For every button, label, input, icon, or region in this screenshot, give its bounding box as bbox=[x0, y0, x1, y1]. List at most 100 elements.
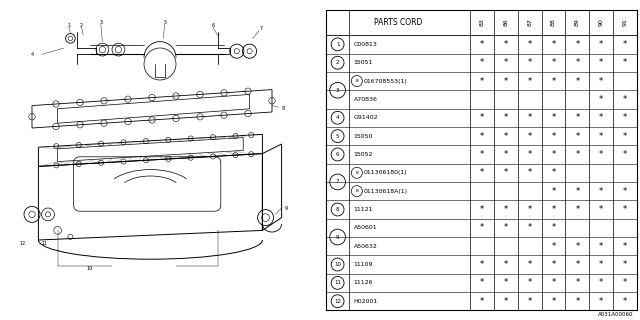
Text: 5: 5 bbox=[163, 20, 166, 25]
Text: *: * bbox=[623, 278, 627, 287]
Text: *: * bbox=[623, 260, 627, 269]
Text: *: * bbox=[599, 58, 604, 67]
Text: *: * bbox=[528, 260, 532, 269]
Text: 15052: 15052 bbox=[354, 152, 373, 157]
Text: *: * bbox=[552, 260, 556, 269]
Text: 11109: 11109 bbox=[354, 262, 373, 267]
Text: 5: 5 bbox=[336, 134, 339, 139]
Text: *: * bbox=[575, 278, 579, 287]
Text: *: * bbox=[528, 132, 532, 140]
Text: *: * bbox=[599, 76, 604, 85]
Text: 91: 91 bbox=[623, 19, 627, 26]
Text: *: * bbox=[599, 260, 604, 269]
Text: *: * bbox=[504, 132, 508, 140]
Text: *: * bbox=[552, 278, 556, 287]
Text: 83: 83 bbox=[480, 19, 484, 26]
Text: 88: 88 bbox=[551, 19, 556, 26]
Text: *: * bbox=[552, 113, 556, 122]
Text: *: * bbox=[480, 150, 484, 159]
Text: 4: 4 bbox=[31, 52, 33, 57]
Text: *: * bbox=[623, 297, 627, 306]
Text: *: * bbox=[504, 40, 508, 49]
Text: *: * bbox=[623, 58, 627, 67]
Text: *: * bbox=[575, 205, 579, 214]
Text: 15050: 15050 bbox=[354, 134, 373, 139]
Text: *: * bbox=[528, 58, 532, 67]
Text: *: * bbox=[480, 132, 484, 140]
Text: *: * bbox=[599, 187, 604, 196]
Text: 2: 2 bbox=[80, 23, 83, 28]
Text: B: B bbox=[355, 189, 358, 193]
Text: 12: 12 bbox=[19, 241, 26, 246]
Text: *: * bbox=[575, 297, 579, 306]
Text: *: * bbox=[599, 40, 604, 49]
Text: *: * bbox=[528, 297, 532, 306]
Text: *: * bbox=[528, 113, 532, 122]
Text: *: * bbox=[575, 76, 579, 85]
Text: *: * bbox=[552, 242, 556, 251]
Text: 016708553(1): 016708553(1) bbox=[364, 79, 408, 84]
Text: G91402: G91402 bbox=[354, 115, 378, 120]
Text: *: * bbox=[528, 76, 532, 85]
Text: *: * bbox=[480, 223, 484, 232]
Text: *: * bbox=[504, 113, 508, 122]
Text: *: * bbox=[623, 40, 627, 49]
Text: *: * bbox=[480, 168, 484, 177]
Text: *: * bbox=[575, 260, 579, 269]
Text: *: * bbox=[480, 113, 484, 122]
Text: *: * bbox=[575, 150, 579, 159]
Text: A50601: A50601 bbox=[354, 225, 377, 230]
Text: *: * bbox=[504, 205, 508, 214]
Text: *: * bbox=[552, 58, 556, 67]
Text: *: * bbox=[528, 150, 532, 159]
Text: *: * bbox=[623, 95, 627, 104]
Text: *: * bbox=[599, 297, 604, 306]
Text: *: * bbox=[599, 150, 604, 159]
Text: *: * bbox=[528, 205, 532, 214]
Text: *: * bbox=[504, 58, 508, 67]
Text: PARTS CORD: PARTS CORD bbox=[374, 18, 422, 27]
Text: 011306180(1): 011306180(1) bbox=[364, 170, 408, 175]
Text: *: * bbox=[575, 132, 579, 140]
Text: 2: 2 bbox=[336, 60, 339, 65]
Text: *: * bbox=[599, 132, 604, 140]
Text: *: * bbox=[552, 223, 556, 232]
Text: 01130618A(1): 01130618A(1) bbox=[364, 189, 408, 194]
Text: B: B bbox=[355, 171, 358, 175]
Text: 87: 87 bbox=[527, 19, 532, 26]
Text: 6: 6 bbox=[336, 152, 339, 157]
Text: 1: 1 bbox=[336, 42, 339, 47]
Text: *: * bbox=[623, 205, 627, 214]
Text: *: * bbox=[552, 40, 556, 49]
Text: *: * bbox=[623, 242, 627, 251]
Text: *: * bbox=[480, 278, 484, 287]
Text: *: * bbox=[623, 132, 627, 140]
Text: 89: 89 bbox=[575, 19, 580, 26]
Text: *: * bbox=[575, 187, 579, 196]
Text: 86: 86 bbox=[504, 19, 509, 26]
Text: *: * bbox=[552, 297, 556, 306]
Text: *: * bbox=[528, 223, 532, 232]
Text: 4: 4 bbox=[336, 115, 339, 120]
Text: *: * bbox=[504, 260, 508, 269]
Text: *: * bbox=[599, 95, 604, 104]
Text: *: * bbox=[575, 40, 579, 49]
Text: *: * bbox=[599, 205, 604, 214]
Text: *: * bbox=[504, 223, 508, 232]
Text: *: * bbox=[552, 76, 556, 85]
Text: 1: 1 bbox=[67, 23, 70, 28]
Text: 8: 8 bbox=[282, 106, 285, 111]
Text: *: * bbox=[528, 40, 532, 49]
Text: *: * bbox=[552, 205, 556, 214]
Text: A031A00060: A031A00060 bbox=[598, 312, 634, 317]
Text: *: * bbox=[504, 297, 508, 306]
Text: *: * bbox=[480, 260, 484, 269]
Text: 12: 12 bbox=[334, 299, 341, 304]
Text: 15051: 15051 bbox=[354, 60, 373, 65]
Text: *: * bbox=[575, 58, 579, 67]
Text: *: * bbox=[528, 168, 532, 177]
Text: *: * bbox=[623, 113, 627, 122]
Text: 10: 10 bbox=[86, 266, 93, 271]
Text: A50632: A50632 bbox=[354, 244, 378, 249]
Text: A70836: A70836 bbox=[354, 97, 378, 102]
